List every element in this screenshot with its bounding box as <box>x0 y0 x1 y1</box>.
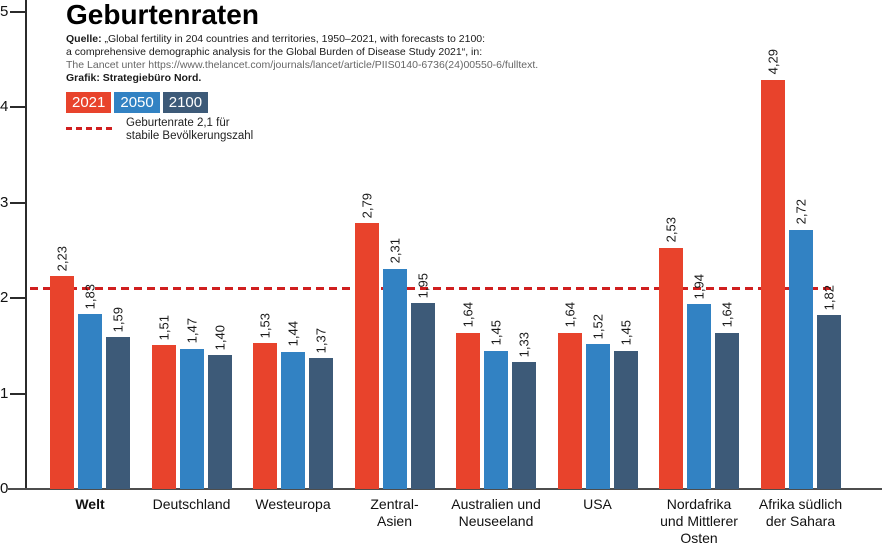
chart-header: Geburtenraten Quelle: „Global fertility … <box>66 0 546 143</box>
y-tick-mark-4 <box>10 106 26 109</box>
value-label-2021-0: 2,23 <box>54 245 70 272</box>
bar-2021-5: 1,64 <box>557 302 582 489</box>
reference-note-line-2: stabile Bevölkerungszahl <box>126 130 254 142</box>
bar-2050-4: 1,45 <box>484 320 508 489</box>
bar-2100-6: 1,64 <box>715 302 739 489</box>
y-axis <box>25 0 27 489</box>
bar-group-4: 1,64 1,45 1,33 <box>456 302 536 489</box>
bar-group-6: 2,53 1,94 1,64 <box>659 217 739 489</box>
bar-2021-6: 2,53 <box>659 217 683 489</box>
value-label-2050-1: 1,47 <box>184 318 199 344</box>
source-grafik-line: Grafik: Strategiebüro Nord. <box>66 72 202 84</box>
y-tick-label-4: 4 <box>0 98 9 116</box>
value-label-2100-0: 1,59 <box>110 307 126 333</box>
value-label-2050-4: 1,45 <box>488 320 504 346</box>
x-axis <box>8 488 882 490</box>
source-quelle-label: Quelle: <box>66 33 102 45</box>
source-line-1-text: „Global fertility in 204 countries and t… <box>101 33 486 45</box>
reference-note-text: Geburtenrate 2,1 für stabile Bevölkerung… <box>126 117 253 143</box>
bar-2100-1: 1,40 <box>207 325 232 489</box>
bar-2100-2: 1,37 <box>309 328 333 489</box>
value-label-2100-3: 1,95 <box>415 272 430 298</box>
bar-2021-1: 1,51 <box>151 315 176 489</box>
bar-2100-3: 1,95 <box>410 273 435 489</box>
x-label-6: Nordafrika und Mittlerer Osten <box>660 496 738 543</box>
value-label-2021-6: 2,53 <box>663 217 679 243</box>
value-label-2100-6: 1,64 <box>719 302 735 328</box>
value-label-2021-7: 4,29 <box>765 49 780 75</box>
y-tick-label-1: 1 <box>0 384 9 402</box>
value-label-2021-4: 1,64 <box>460 302 476 328</box>
value-label-2050-6: 1,94 <box>691 273 707 299</box>
bar-2100-0: 1,59 <box>106 307 130 489</box>
value-label-2050-7: 2,72 <box>793 199 808 225</box>
y-tick-mark-1 <box>10 392 26 395</box>
value-label-2100-5: 1,45 <box>618 320 633 346</box>
bar-2100-5: 1,45 <box>613 320 638 489</box>
x-label-0: Welt <box>75 496 105 512</box>
bar-2021-4: 1,64 <box>456 302 480 489</box>
value-label-2050-0: 1,83 <box>82 284 98 310</box>
legend-chip-2021: 2021 <box>66 92 112 113</box>
y-tick-mark-5 <box>10 11 26 13</box>
source-line-1: Quelle: „Global fertility in 204 countri… <box>66 33 546 46</box>
bar-group-1: 1,51 1,47 1,40 <box>151 315 232 489</box>
bar-group-0: 2,23 1,83 1,59 <box>50 246 130 489</box>
value-label-2021-2: 1,53 <box>257 312 273 339</box>
reference-dash-swatch <box>66 127 112 130</box>
x-label-4: Australien und Neuseeland <box>451 496 541 529</box>
y-tick-label-2: 2 <box>0 289 9 307</box>
y-tick-mark-2 <box>10 297 26 300</box>
bar-2050-3: 2,31 <box>382 238 407 489</box>
value-label-2100-1: 1,40 <box>212 325 227 351</box>
value-label-2100-7: 1,82 <box>821 285 836 311</box>
value-label-2021-3: 2,79 <box>359 192 374 218</box>
legend-chip-2050: 2050 <box>114 92 160 113</box>
source-line-3: The Lancet unter https://www.thelancet.c… <box>66 59 539 71</box>
value-label-2050-5: 1,52 <box>590 313 605 339</box>
value-label-2100-2: 1,37 <box>313 328 329 354</box>
y-tick-mark-3 <box>10 201 26 204</box>
bar-2050-0: 1,83 <box>78 284 102 489</box>
y-tick-label-3: 3 <box>0 193 9 211</box>
bar-group-7: 4,29 2,72 1,82 <box>760 49 841 489</box>
bar-2021-7: 4,29 <box>760 49 785 489</box>
source-line-2: a comprehensive demographic analysis for… <box>66 46 483 58</box>
reference-line-note: Geburtenrate 2,1 für stabile Bevölkerung… <box>66 117 546 143</box>
legend-chip-2100: 2100 <box>162 92 209 113</box>
value-label-2050-2: 1,44 <box>285 321 301 347</box>
chart-title: Geburtenraten <box>66 0 259 30</box>
reference-note-line-1: Geburtenrate 2,1 für <box>126 117 230 129</box>
x-label-7: Afrika südlich der Sahara <box>758 496 843 529</box>
value-label-2050-3: 2,31 <box>387 238 402 264</box>
x-label-2: Westeuropa <box>255 496 331 512</box>
y-tick-label-5: 5 <box>0 3 9 20</box>
value-label-2100-4: 1,33 <box>516 331 532 358</box>
bar-group-3: 2,79 2,31 1,95 <box>354 193 435 489</box>
bar-2050-5: 1,52 <box>585 314 610 489</box>
bar-2021-0: 2,23 <box>50 246 74 489</box>
bar-2021-2: 1,53 <box>253 313 277 489</box>
value-label-2021-5: 1,64 <box>562 302 577 328</box>
bar-2100-4: 1,33 <box>512 332 536 489</box>
bar-2100-7: 1,82 <box>816 285 841 489</box>
value-label-2021-1: 1,51 <box>156 314 171 340</box>
x-label-3: Zentral- Asien <box>370 496 419 529</box>
bar-group-2: 1,53 1,44 1,37 <box>253 313 333 489</box>
bar-2021-3: 2,79 <box>354 193 379 489</box>
reference-line <box>30 286 836 290</box>
x-label-5: USA <box>583 496 612 512</box>
y-tick-label-0: 0 <box>0 480 9 497</box>
bar-2050-1: 1,47 <box>179 318 204 489</box>
bar-2050-2: 1,44 <box>281 321 305 489</box>
bar-2050-6: 1,94 <box>687 274 711 489</box>
bar-group-5: 1,64 1,52 1,45 <box>557 302 638 489</box>
bar-2050-7: 2,72 <box>788 199 813 489</box>
x-label-1: Deutschland <box>152 496 231 512</box>
legend: 2021 2050 2100 <box>66 92 546 113</box>
